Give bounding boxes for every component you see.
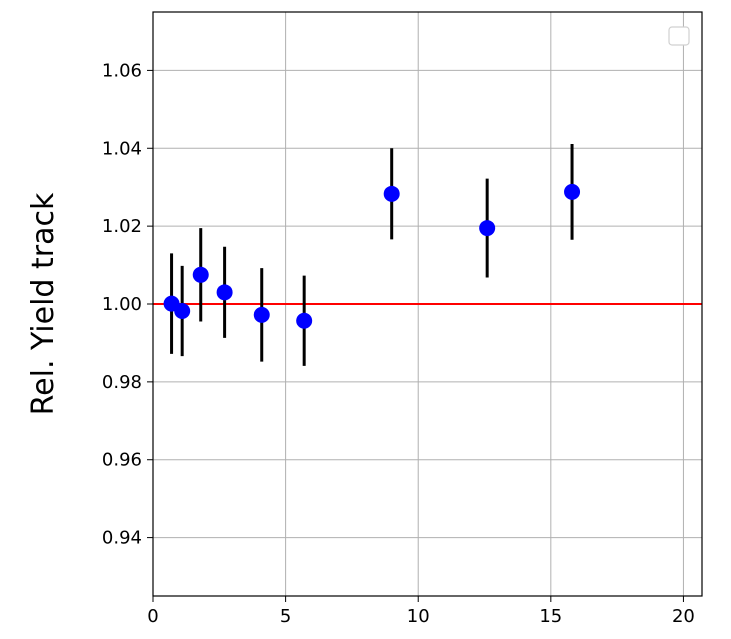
axis-ticks: 0 5 10 15 20 0.94 0.96 0.98 1.00 1.02 1.04 1.06 [102, 60, 695, 627]
x-tick-label: 15 [539, 606, 562, 627]
y-tick-label: 1.02 [102, 216, 142, 237]
x-tick-label: 10 [407, 606, 430, 627]
data-point [192, 266, 209, 283]
y-tick-label: 1.00 [102, 294, 142, 315]
data-point [253, 306, 270, 323]
x-tick-label: 5 [280, 606, 291, 627]
y-tick-label: 1.04 [102, 138, 142, 159]
data-point [383, 185, 400, 202]
y-tick-label: 0.96 [102, 450, 142, 471]
y-axis-label: Rel. Yield track [26, 192, 61, 415]
data-points [163, 143, 581, 366]
data-point [174, 303, 191, 320]
y-tick-label: 0.94 [102, 528, 142, 549]
data-point [564, 183, 581, 200]
x-tick-label: 20 [672, 606, 695, 627]
legend [668, 26, 690, 46]
data-point [296, 312, 313, 329]
data-point [479, 220, 496, 237]
legend-box [668, 26, 690, 46]
y-tick-label: 0.98 [102, 372, 142, 393]
data-point [216, 284, 233, 301]
y-tick-label: 1.06 [102, 60, 142, 81]
x-tick-label: 0 [147, 606, 158, 627]
